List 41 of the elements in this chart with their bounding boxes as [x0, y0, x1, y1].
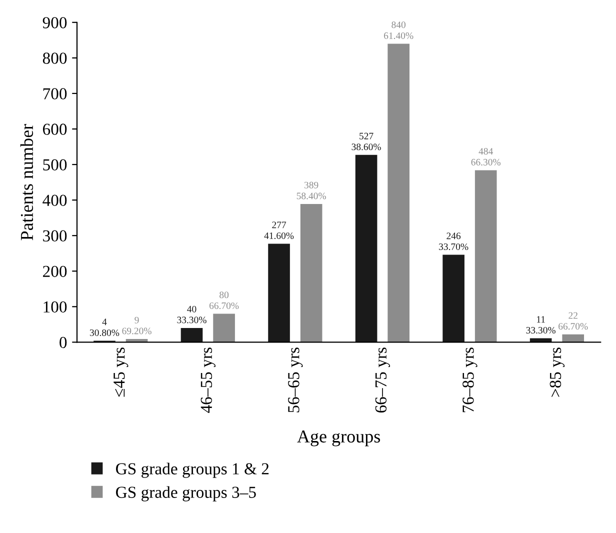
x-axis-title: Age groups [297, 430, 380, 446]
data-label: 80 66.70% [209, 292, 239, 310]
y-tick-label: 500 [43, 159, 67, 170]
bar [442, 254, 464, 342]
data-label: 11 33.30% [526, 316, 556, 334]
bar [562, 334, 584, 342]
bar [213, 314, 235, 342]
data-label: 22 66.70% [558, 312, 588, 330]
data-label: 527 38.60% [352, 132, 381, 150]
x-tick-label: 66–75 yrs [375, 348, 390, 413]
data-label: 4 30.80% [90, 318, 120, 336]
data-label: 40 33.30% [177, 306, 206, 324]
data-label: 277 41.60% [264, 222, 294, 240]
y-tick-label: 700 [43, 88, 67, 100]
data-label: 840 61.40% [384, 22, 414, 39]
x-tick-label: 46–55 yrs [200, 348, 216, 413]
bar [355, 154, 378, 342]
x-tick-label: ≤45 yrs [114, 348, 128, 397]
y-tick-label: 900 [42, 17, 67, 28]
y-tick-label: 0 [60, 336, 67, 348]
legend-label: GS grade groups 1 & 2 [116, 462, 269, 478]
data-label: 246 33.70% [439, 232, 468, 250]
bar [300, 204, 322, 342]
bar [474, 170, 497, 342]
y-tick-label: 200 [43, 266, 67, 278]
y-tick-label: 600 [42, 124, 67, 135]
bar [388, 44, 410, 342]
x-tick-label: 56–65 yrs [288, 348, 303, 412]
y-tick-label: 800 [42, 52, 67, 64]
y-axis-title: Patients number [20, 124, 34, 240]
y-tick-label: 100 [44, 301, 67, 313]
data-label: 9 69.20% [122, 316, 152, 334]
data-label: 389 58.40% [296, 182, 326, 200]
legend-label: GS grade groups 3–5 [116, 486, 256, 502]
bar [268, 244, 290, 342]
bar [180, 328, 203, 342]
y-tick-label: 400 [42, 194, 67, 206]
x-tick-label: >85 yrs [550, 348, 565, 397]
x-tick-label: 76–85 yrs [462, 348, 478, 412]
y-tick-label: 300 [43, 230, 67, 242]
data-label: 484 66.30% [471, 148, 500, 166]
